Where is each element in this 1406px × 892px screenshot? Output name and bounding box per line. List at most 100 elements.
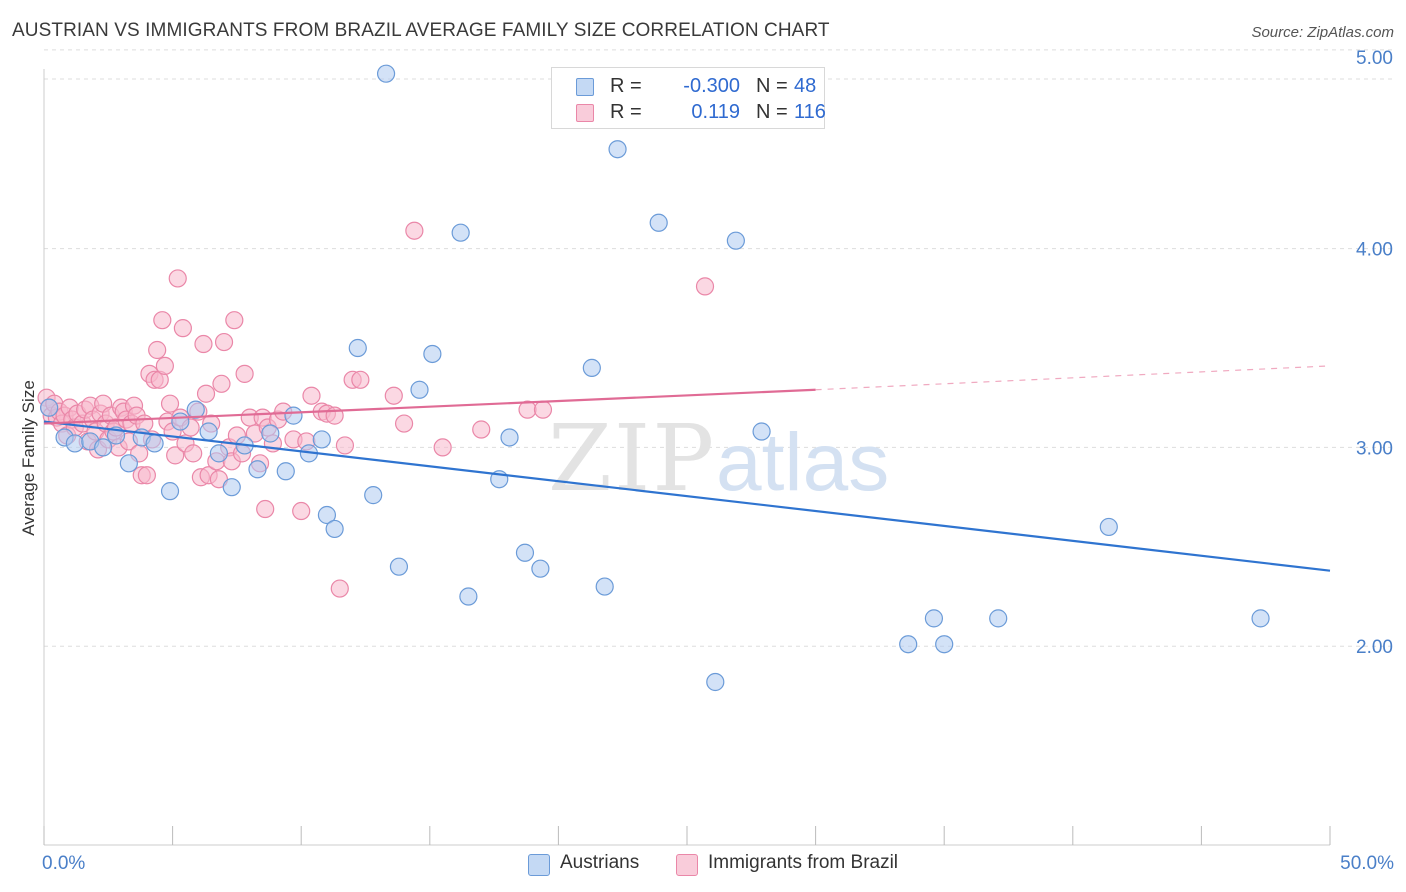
brazil-point bbox=[394, 414, 414, 433]
brazil-point bbox=[196, 384, 216, 403]
brazil-point bbox=[153, 311, 172, 330]
brazil-point bbox=[433, 438, 452, 457]
austrian-point bbox=[459, 587, 478, 606]
austrian-point bbox=[608, 140, 627, 159]
trendlines bbox=[43, 365, 1331, 572]
legend-n-value: 48 bbox=[794, 75, 817, 97]
austrian-point bbox=[500, 428, 519, 447]
austrian-point bbox=[312, 430, 331, 449]
brazil-point bbox=[212, 374, 231, 393]
brazil-point bbox=[335, 436, 355, 455]
brazil-point bbox=[235, 364, 254, 383]
austrian-point bbox=[199, 422, 218, 441]
series-legend: Austrians Immigrants from Brazil bbox=[0, 852, 1406, 878]
brazil-point bbox=[384, 386, 403, 405]
correlation-legend: R = -0.300 N = 48 R = 0.119 N = 116 bbox=[551, 67, 826, 129]
austrian-point bbox=[364, 486, 383, 505]
legend-label-brazil: Immigrants from Brazil bbox=[708, 852, 899, 873]
brazil-point bbox=[533, 400, 553, 419]
austrian-point bbox=[1251, 609, 1270, 628]
austrian-point bbox=[531, 559, 550, 578]
axes: 2.00 3.00 4.00 5.00 0.0% 50.0% bbox=[42, 48, 1394, 874]
brazil-point bbox=[155, 356, 174, 376]
austrian-point bbox=[410, 380, 429, 399]
austrian-point bbox=[899, 635, 918, 654]
brazil-point bbox=[184, 444, 203, 463]
austrian-point bbox=[119, 454, 138, 473]
austrian-point bbox=[186, 400, 205, 419]
brazil-point bbox=[168, 269, 187, 288]
austrian-point bbox=[451, 223, 470, 242]
brazil-point bbox=[160, 394, 180, 413]
legend-n-label: N = bbox=[756, 75, 788, 97]
y-tick-label: 4.00 bbox=[1356, 240, 1393, 261]
austrian-point bbox=[209, 444, 228, 463]
legend-n-label: N = bbox=[756, 101, 788, 123]
austrian-point bbox=[752, 422, 771, 441]
austrian-point bbox=[595, 577, 614, 596]
austrian-point bbox=[248, 460, 267, 479]
brazil-point bbox=[405, 221, 424, 240]
austrian-point bbox=[261, 424, 280, 443]
austrian-point bbox=[515, 543, 535, 562]
legend-label-austrians: Austrians bbox=[560, 852, 640, 873]
series-austrians-points bbox=[40, 64, 1270, 692]
austrian-point bbox=[145, 434, 164, 453]
trendline-brazil bbox=[43, 388, 816, 425]
austrian-point bbox=[222, 478, 241, 497]
austrian-point bbox=[582, 358, 601, 377]
austrian-point bbox=[276, 462, 295, 481]
brazil-point bbox=[214, 332, 234, 352]
legend-swatch-pink bbox=[576, 104, 594, 122]
grid bbox=[44, 49, 1395, 647]
trendline-austrians bbox=[43, 420, 1331, 572]
legend-n-value: 116 bbox=[794, 101, 826, 123]
brazil-point bbox=[166, 446, 185, 465]
legend-swatch-austrians bbox=[528, 854, 550, 876]
legend-r-value: 0.119 bbox=[691, 101, 740, 123]
legend-r-label: R = bbox=[610, 101, 642, 123]
austrian-point bbox=[160, 482, 180, 501]
y-tick-label: 3.00 bbox=[1356, 438, 1393, 459]
austrian-point bbox=[706, 672, 725, 692]
legend-r-value: -0.300 bbox=[683, 75, 740, 97]
brazil-point bbox=[351, 370, 370, 389]
watermark: ZIP atlas bbox=[548, 405, 889, 512]
austrian-point bbox=[989, 609, 1008, 628]
austrian-point bbox=[65, 434, 84, 453]
brazil-point bbox=[302, 386, 321, 405]
austrian-point bbox=[376, 64, 396, 83]
y-tick-label: 5.00 bbox=[1356, 48, 1393, 69]
austrian-point bbox=[348, 338, 367, 358]
brazil-point bbox=[256, 499, 275, 519]
austrian-point bbox=[935, 635, 954, 654]
brazil-point bbox=[148, 340, 167, 360]
austrian-point bbox=[1099, 517, 1118, 537]
brazil-point bbox=[695, 277, 715, 296]
brazil-point bbox=[137, 466, 156, 485]
legend-swatch-blue bbox=[576, 78, 594, 96]
austrian-point bbox=[94, 438, 113, 457]
austrian-point bbox=[325, 519, 344, 539]
austrian-point bbox=[284, 406, 303, 425]
austrian-point bbox=[40, 398, 59, 417]
chart-title: AUSTRIAN VS IMMIGRANTS FROM BRAZIL AVERA… bbox=[12, 20, 830, 41]
x-tick-label-max: 50.0% bbox=[1340, 853, 1394, 874]
brazil-point bbox=[173, 319, 192, 338]
austrian-point bbox=[423, 344, 442, 364]
trendline-brazil-extension bbox=[815, 365, 1331, 391]
y-axis-label: Average Family Size bbox=[19, 380, 38, 536]
legend-swatch-brazil bbox=[676, 854, 698, 876]
y-tick-label: 2.00 bbox=[1356, 637, 1393, 658]
brazil-point bbox=[194, 334, 213, 354]
source-credit: Source: ZipAtlas.com bbox=[1251, 24, 1394, 41]
austrian-point bbox=[924, 609, 944, 628]
watermark-zip: ZIP bbox=[548, 405, 716, 512]
x-tick-label-min: 0.0% bbox=[42, 853, 85, 874]
watermark-atlas: atlas bbox=[716, 417, 889, 508]
austrian-point bbox=[317, 505, 337, 525]
legend-r-label: R = bbox=[610, 75, 642, 97]
austrian-point bbox=[649, 213, 668, 232]
brazil-point bbox=[330, 579, 349, 598]
